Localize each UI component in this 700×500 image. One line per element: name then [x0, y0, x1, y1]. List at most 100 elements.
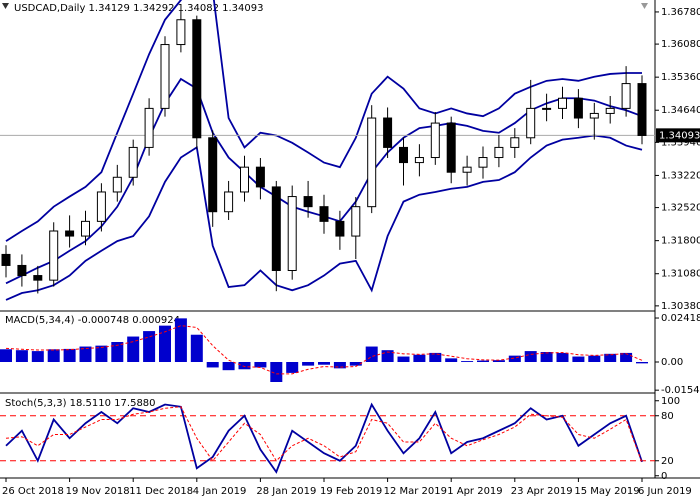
candle-body — [287, 196, 297, 272]
macd-bar — [302, 362, 315, 366]
candle-body — [589, 112, 599, 119]
macd-bar — [270, 362, 283, 382]
x-tick-label: 1 Apr 2019 — [447, 486, 502, 497]
candle-body — [367, 117, 377, 208]
candle-body — [542, 107, 552, 110]
candle-body — [319, 206, 329, 222]
candle-body — [494, 146, 504, 159]
candle-body — [383, 117, 393, 148]
candle-body — [558, 97, 567, 109]
y-tick-label: -0.015497 — [661, 385, 700, 396]
macd-bar — [190, 334, 203, 362]
x-tick-label: 12 Mar 2019 — [384, 486, 447, 497]
line — [5, 325, 643, 375]
chart-title: USDCAD,Daily 1.34129 1.34292 1.34082 1.3… — [14, 3, 264, 14]
macd-bar — [111, 342, 124, 362]
macd-bar — [588, 355, 601, 362]
y-tick-label: 1.31080 — [661, 269, 700, 280]
x-tick-label: 6 Jun 2019 — [638, 486, 692, 497]
macd-bar — [47, 349, 60, 362]
candle-body — [303, 196, 313, 208]
candle-body — [49, 230, 59, 281]
macd-bar — [206, 362, 219, 368]
panel-title: Stoch(5,3,3) 18.5110 17.5880 — [5, 398, 156, 409]
macd-bar — [286, 362, 299, 373]
candle-body — [462, 166, 472, 173]
candle-body — [430, 122, 440, 159]
price-label: 1.34093 — [659, 130, 700, 141]
macd-bar — [254, 362, 267, 368]
macd-bar — [365, 346, 378, 362]
line — [5, 134, 643, 301]
macd-bar — [63, 348, 76, 362]
macd-bar — [477, 360, 489, 362]
macd-bar — [222, 362, 235, 371]
candle-body — [414, 157, 424, 164]
candle-body — [208, 137, 218, 213]
macd-bar — [604, 353, 617, 362]
y-tick-label: 100 — [661, 396, 680, 407]
x-tick-label: 11 Dec 2018 — [129, 486, 193, 497]
y-tick-label: 1.33220 — [661, 170, 700, 181]
x-tick-label: 4 Jan 2019 — [193, 486, 247, 497]
y-tick-label: 1.33940 — [661, 137, 700, 148]
candle-body — [160, 44, 170, 109]
candle-body — [176, 19, 186, 46]
y-tick-label: 80 — [661, 411, 674, 422]
macd-bar — [0, 349, 12, 362]
line — [5, 406, 643, 463]
candle-body — [128, 146, 138, 178]
macd-bar — [318, 362, 330, 365]
candle-body — [605, 107, 615, 114]
candle-body — [17, 264, 27, 277]
y-tick-label: 20 — [661, 456, 674, 467]
macd-bar — [492, 360, 505, 362]
x-tick-label: 28 Jan 2019 — [256, 486, 316, 497]
y-tick-label: 0.00 — [661, 357, 683, 368]
x-tick-label: 26 Oct 2018 — [2, 486, 64, 497]
macd-bar — [556, 352, 569, 362]
macd-bar — [174, 318, 187, 362]
candle-body — [96, 191, 106, 222]
macd-bar — [572, 356, 585, 362]
x-tick-label: 15 May 2019 — [574, 486, 639, 497]
y-tick-label: 1.31800 — [661, 236, 700, 247]
candle-body — [240, 166, 249, 193]
candle-body — [112, 176, 122, 193]
candle-body — [399, 146, 408, 164]
y-tick-label: 1.36080 — [661, 39, 700, 50]
y-tick-label: 1.36780 — [661, 7, 700, 18]
candle-body — [81, 220, 90, 237]
macd-bar — [397, 356, 410, 362]
candle-body — [351, 206, 361, 237]
candle-body — [478, 157, 488, 168]
candle-body — [510, 137, 520, 148]
panel-title: MACD(5,34,4) -0.000748 0.000924 — [5, 315, 180, 326]
y-tick-label: 0 — [661, 471, 667, 482]
macd-bar — [333, 362, 346, 369]
candle-body — [33, 275, 43, 281]
menu-icon[interactable] — [2, 3, 9, 9]
candle-body — [637, 83, 647, 136]
macd-bar — [461, 361, 474, 362]
x-tick-label: 23 Apr 2019 — [511, 486, 573, 497]
candle-body — [224, 191, 234, 213]
menu-icon[interactable] — [641, 3, 648, 9]
macd-bar — [508, 355, 521, 362]
x-tick-label: 19 Nov 2018 — [66, 486, 130, 497]
macd-bar — [31, 351, 44, 362]
macd-bar — [238, 362, 251, 370]
candle-body — [446, 122, 456, 173]
macd-bar — [524, 351, 537, 362]
candle-body — [335, 220, 345, 237]
y-tick-label: 1.30380 — [661, 301, 700, 312]
macd-bar — [413, 354, 426, 362]
macd-bar — [159, 325, 171, 362]
y-tick-label: 1.32520 — [661, 203, 700, 214]
macd-bar — [620, 352, 633, 362]
candle-body — [1, 253, 11, 266]
candle-body — [255, 166, 265, 188]
y-tick-label: 1.35360 — [661, 72, 700, 83]
